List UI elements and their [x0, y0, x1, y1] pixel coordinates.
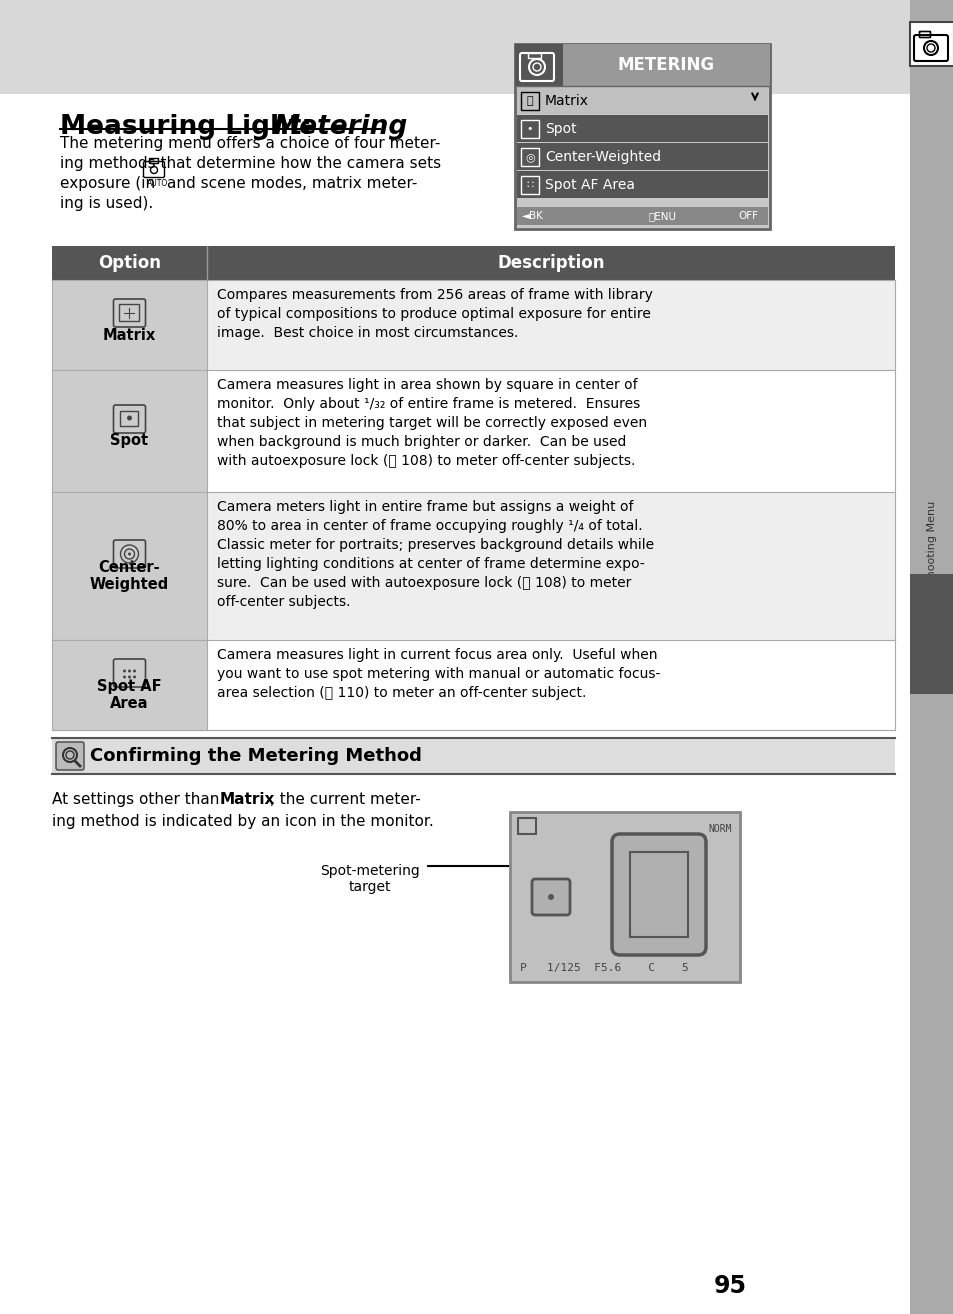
Text: Option: Option	[98, 254, 161, 272]
FancyBboxPatch shape	[113, 405, 146, 434]
Bar	[517, 143, 767, 170]
Text: Matrix: Matrix	[544, 95, 588, 108]
Bar	[909, 0, 953, 1314]
Circle shape	[127, 415, 132, 420]
Text: Spot: Spot	[544, 122, 576, 137]
Text: 95: 95	[713, 1275, 745, 1298]
Text: Description: Description	[497, 254, 604, 272]
Circle shape	[128, 670, 131, 673]
Text: ◎: ◎	[524, 152, 535, 162]
Bar	[52, 738, 894, 774]
Text: •: •	[526, 124, 533, 134]
Text: METERING: METERING	[618, 57, 715, 74]
Text: ⌖: ⌖	[526, 96, 533, 106]
Bar	[0, 0, 909, 95]
Bar	[52, 371, 207, 491]
Text: Matrix: Matrix	[103, 327, 156, 343]
Bar	[52, 640, 207, 731]
Text: OFF: OFF	[738, 212, 758, 221]
Bar	[510, 812, 740, 982]
Circle shape	[128, 675, 131, 678]
Bar	[52, 246, 894, 280]
FancyBboxPatch shape	[113, 540, 146, 568]
Text: Center-
Weighted: Center- Weighted	[90, 560, 169, 593]
Text: At settings other than: At settings other than	[52, 792, 224, 807]
Text: Matrix: Matrix	[220, 792, 275, 807]
Circle shape	[132, 675, 136, 678]
Text: , the current meter-: , the current meter-	[270, 792, 420, 807]
Bar	[515, 43, 562, 85]
FancyBboxPatch shape	[532, 879, 569, 915]
Bar	[909, 22, 953, 66]
Circle shape	[128, 552, 131, 556]
Text: exposure (in: exposure (in	[60, 176, 155, 191]
Circle shape	[547, 894, 554, 900]
Text: Confirming the Metering Method: Confirming the Metering Method	[90, 746, 421, 765]
Text: P   1/125  F5.6    C    5: P 1/125 F5.6 C 5	[519, 963, 688, 972]
Bar	[52, 491, 894, 640]
Circle shape	[123, 675, 126, 678]
Bar	[517, 116, 767, 142]
Text: ⓂENU: ⓂENU	[648, 212, 676, 221]
Text: ∷: ∷	[526, 180, 533, 191]
FancyBboxPatch shape	[56, 742, 84, 770]
Text: Camera meters light in entire frame but assigns a weight of
80% to area in cente: Camera meters light in entire frame but …	[216, 501, 654, 608]
Bar	[52, 371, 894, 491]
Text: ◄BK: ◄BK	[521, 212, 543, 221]
Text: ing method is indicated by an icon in the monitor.: ing method is indicated by an icon in th…	[52, 813, 434, 829]
Bar	[52, 491, 207, 640]
Text: Spot AF
Area: Spot AF Area	[97, 679, 162, 711]
Bar	[517, 208, 767, 225]
Bar	[517, 171, 767, 198]
FancyBboxPatch shape	[113, 300, 146, 327]
Text: Camera measures light in current focus area only.  Useful when
you want to use s: Camera measures light in current focus a…	[216, 648, 659, 700]
Text: Center-Weighted: Center-Weighted	[544, 150, 660, 164]
Text: NORM: NORM	[708, 824, 731, 834]
FancyBboxPatch shape	[612, 834, 705, 955]
Text: ing methods that determine how the camera sets: ing methods that determine how the camer…	[60, 156, 440, 171]
Text: Camera measures light in area shown by square in center of
monitor.  Only about : Camera measures light in area shown by s…	[216, 378, 646, 468]
Bar	[562, 43, 769, 85]
Text: ing is used).: ing is used).	[60, 196, 153, 212]
Bar	[517, 87, 767, 114]
Bar	[52, 640, 894, 731]
Text: Spot-metering
target: Spot-metering target	[320, 865, 419, 895]
Text: The metering menu offers a choice of four meter-: The metering menu offers a choice of fou…	[60, 137, 440, 151]
Bar	[909, 574, 953, 694]
Bar	[52, 280, 207, 371]
Text: Spot AF Area: Spot AF Area	[544, 177, 635, 192]
Text: Menu Guide—The Shooting Menu: Menu Guide—The Shooting Menu	[926, 501, 936, 687]
Text: Measuring Light:: Measuring Light:	[60, 114, 321, 141]
Bar	[52, 280, 894, 371]
Text: Metering: Metering	[273, 114, 407, 141]
Bar	[515, 43, 769, 229]
Text: Spot: Spot	[111, 434, 149, 448]
Text: AUTO: AUTO	[147, 179, 168, 188]
Text: and scene modes, matrix meter-: and scene modes, matrix meter-	[167, 176, 417, 191]
FancyBboxPatch shape	[113, 660, 146, 687]
Bar	[629, 851, 687, 937]
Circle shape	[132, 670, 136, 673]
Text: Compares measurements from 256 areas of frame with library
of typical compositio: Compares measurements from 256 areas of …	[216, 288, 652, 340]
Circle shape	[123, 670, 126, 673]
